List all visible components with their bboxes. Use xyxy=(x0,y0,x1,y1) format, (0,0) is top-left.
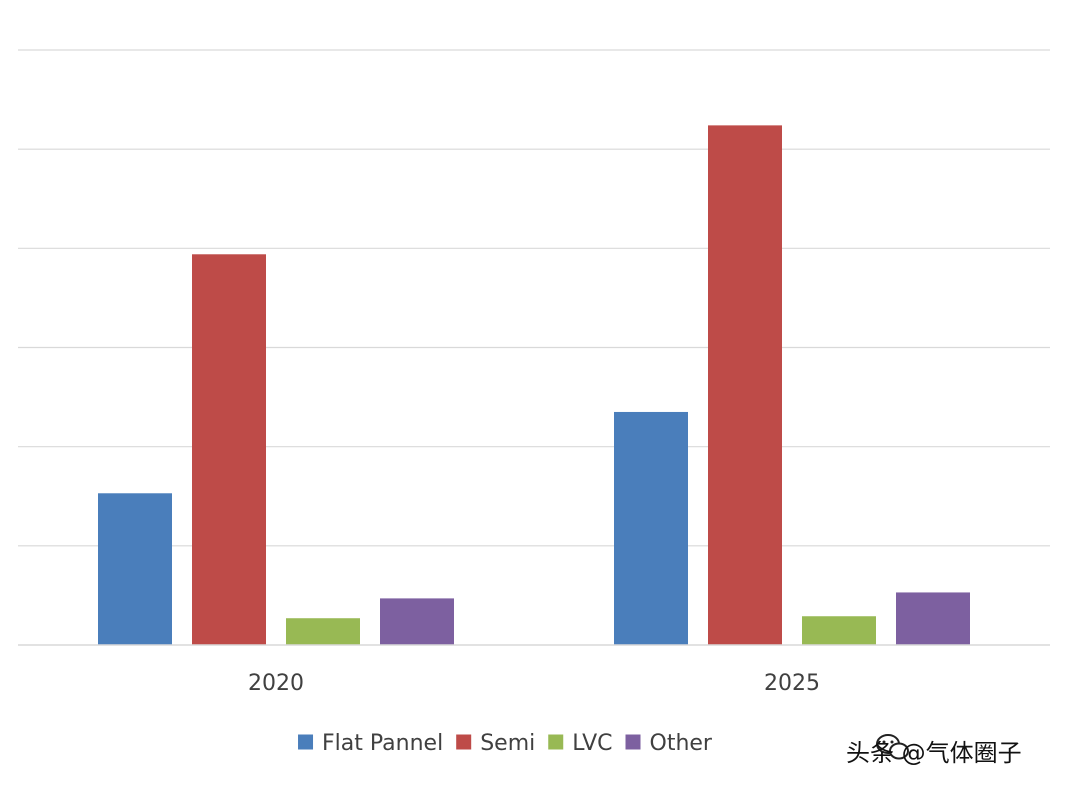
watermark: 头条 @气体圈子 xyxy=(846,734,1022,767)
x-tick-label: 2025 xyxy=(764,671,820,696)
legend-swatch xyxy=(548,734,564,750)
bar-semi-2020 xyxy=(192,254,266,646)
legend: Flat Pannel Semi LVC Other xyxy=(298,731,713,756)
bar-lvc-2020 xyxy=(286,618,360,645)
legend-item-flat-pannel: Flat Pannel xyxy=(298,731,443,756)
legend-item-other: Other xyxy=(625,731,713,756)
legend-swatch xyxy=(298,734,314,750)
x-axis: 2020 2025 xyxy=(18,644,1050,696)
bar-semi-2025 xyxy=(708,125,782,645)
legend-label: Semi xyxy=(480,731,535,756)
legend-swatch xyxy=(625,734,641,750)
bar-flat-pannel-2020 xyxy=(98,493,172,645)
wechat-icon xyxy=(876,734,909,760)
bar-series xyxy=(98,125,970,646)
legend-label: Other xyxy=(650,731,713,756)
legend-item-lvc: LVC xyxy=(548,731,613,756)
x-tick-label: 2020 xyxy=(248,671,304,696)
gridlines xyxy=(18,49,1050,547)
bar-other-2025 xyxy=(896,592,970,645)
legend-swatch xyxy=(456,734,472,750)
legend-item-semi: Semi xyxy=(456,731,535,756)
legend-label: LVC xyxy=(572,731,612,756)
legend-label: Flat Pannel xyxy=(322,731,443,756)
watermark-text: 头条 @气体圈子 xyxy=(846,739,1022,767)
bar-lvc-2025 xyxy=(802,616,876,645)
bar-other-2020 xyxy=(380,598,454,645)
bar-flat-pannel-2025 xyxy=(614,411,688,645)
